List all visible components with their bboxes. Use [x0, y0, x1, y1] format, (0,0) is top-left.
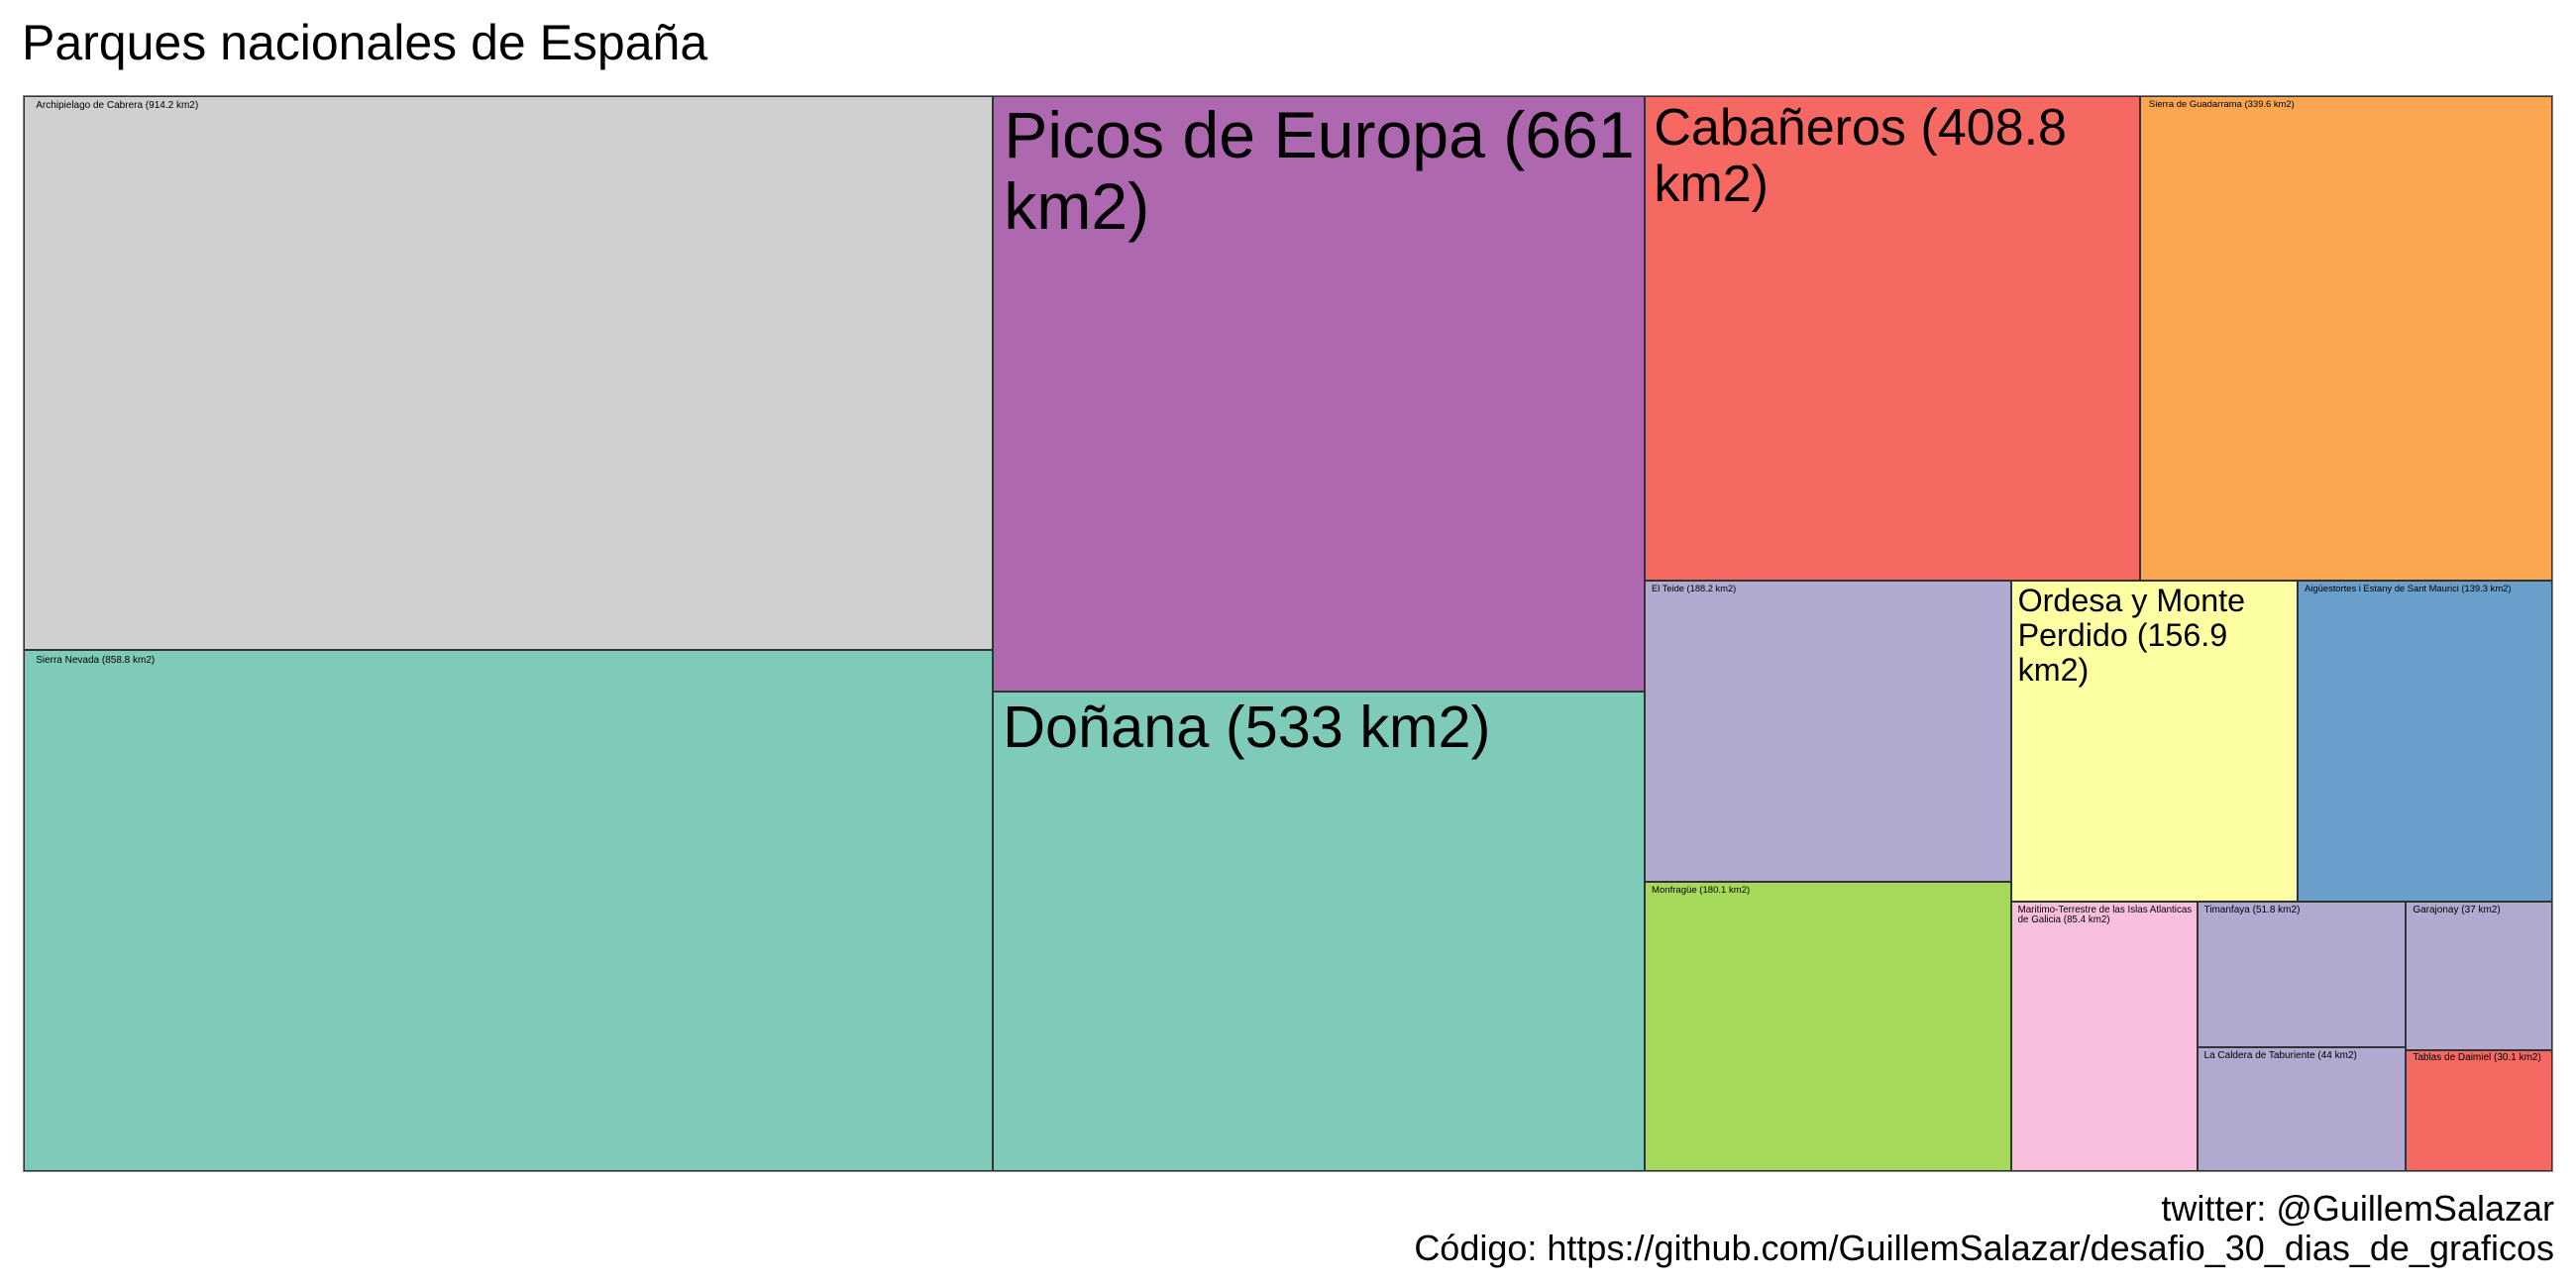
treemap-tile-label: Sierra Nevada (858.8 km2) — [36, 654, 156, 666]
treemap: Archipielago de Cabrera (914.2 km2) Sierr… — [23, 95, 2553, 1172]
treemap-tile-label: El Teide (188.2 km2) — [1652, 584, 1737, 594]
treemap-tile-label: Ordesa y Monte Perdido (156.9 km2) — [2017, 583, 2246, 688]
treemap-tile-sierra-de-guadarrama: Sierra de Guadarrama (339.6 km2) — [2140, 96, 2552, 581]
treemap-tile-label: Picos de Europa (661 km2) — [1004, 99, 1635, 244]
treemap-tile-ordesa-y-monte-perdido: Ordesa y Monte Perdido (156.9 km2) — [2010, 580, 2299, 903]
chart-title: Parques nacionales de España — [22, 15, 708, 70]
treemap-tile-label: Maritimo-Terrestre de las Islas Atlantic… — [2017, 904, 2193, 926]
caption-code: Código: https://github.com/GuillemSalaza… — [1414, 1228, 2554, 1268]
treemap-tile-el-teide: El Teide (188.2 km2) — [1645, 580, 2011, 883]
treemap-tile-tablas-de-daimiel: Tablas de Daimiel (30.1 km2) — [2406, 1050, 2552, 1171]
treemap-tile-cabaneros: Cabañeros (408.8 km2) — [1645, 96, 2141, 581]
treemap-tile-label: Timanfaya (51.8 km2) — [2203, 904, 2301, 915]
treemap-tile-maritimo-terrestre-de-las-islas-atlanticas-de-galicia: Maritimo-Terrestre de las Islas Atlantic… — [2010, 902, 2198, 1171]
treemap-tile-label: Monfragüe (180.1 km2) — [1652, 884, 1751, 896]
treemap-tile-aiguestortes-i-estany-de-sant-maurici: Aigüestortes i Estany de Sant Maurici (1… — [2298, 580, 2552, 903]
treemap-tile-timanfaya: Timanfaya (51.8 km2) — [2197, 902, 2407, 1048]
treemap-tile-label: La Caldera de Taburiente (44 km2) — [2203, 1049, 2357, 1061]
treemap-tile-garajonay: Garajonay (37 km2) — [2406, 902, 2552, 1051]
treemap-tile-label: Tablas de Daimiel (30.1 km2) — [2413, 1052, 2541, 1064]
treemap-tile-donana: Doñana (533 km2) — [992, 691, 1645, 1171]
treemap-tile-sierra-nevada: Sierra Nevada (858.8 km2) — [24, 650, 993, 1171]
treemap-tile-archipielago-de-cabrera: Archipielago de Cabrera (914.2 km2) — [24, 96, 993, 651]
treemap-tile-picos-de-europa: Picos de Europa (661 km2) — [992, 96, 1645, 692]
treemap-tile-label: Doñana (533 km2) — [1003, 694, 1491, 761]
treemap-tile-label: Sierra de Guadarrama (339.6 km2) — [2148, 99, 2295, 111]
treemap-tile-label: Garajonay (37 km2) — [2413, 904, 2501, 915]
treemap-tile-label: Archipielago de Cabrera (914.2 km2) — [36, 100, 199, 112]
treemap-tile-label: Aigüestortes i Estany de Sant Maurici (1… — [2305, 584, 2512, 594]
treemap-tile-monfrague: Monfragüe (180.1 km2) — [1645, 882, 2011, 1171]
treemap-tile-la-caldera-de-taburiente: La Caldera de Taburiente (44 km2) — [2197, 1047, 2407, 1171]
caption-twitter: twitter: @GuillemSalazar — [2161, 1188, 2554, 1229]
treemap-tile-label: Cabañeros (408.8 km2) — [1654, 99, 2067, 213]
